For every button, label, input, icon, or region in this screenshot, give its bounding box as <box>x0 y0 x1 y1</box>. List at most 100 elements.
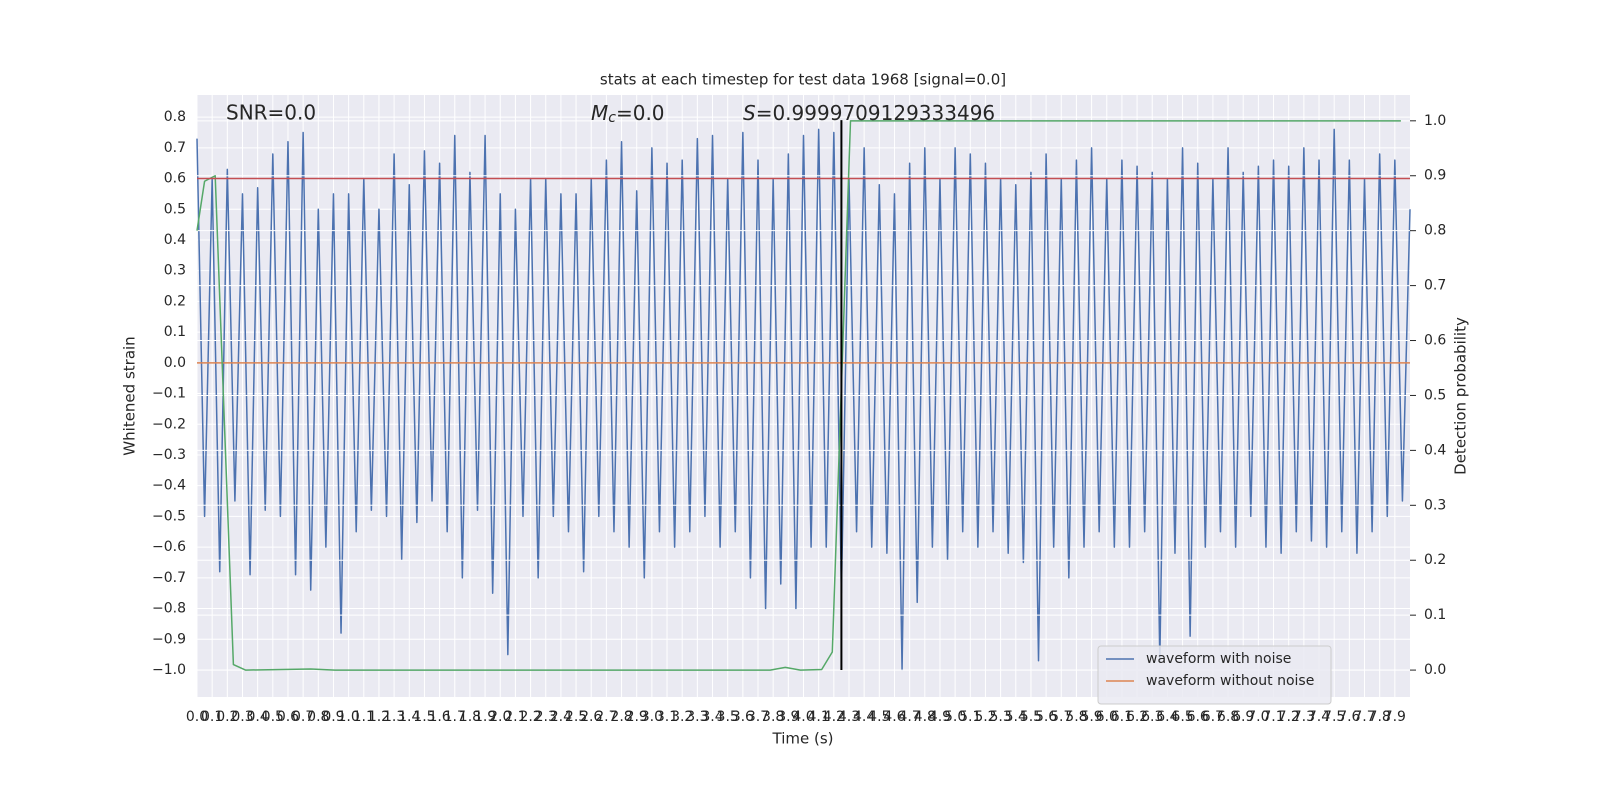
x-tick-label: 3.5 <box>717 709 739 725</box>
y-tick-label: 0.2 <box>164 293 186 309</box>
x-tick-label: 5.4 <box>1005 709 1027 725</box>
annotation-subscript: c <box>608 110 616 126</box>
y2-axis-label: Detection probability <box>1452 317 1470 475</box>
y-tick-label: −0.4 <box>152 478 186 494</box>
x-tick-label: 6.4 <box>1156 709 1178 725</box>
y-tick-label: −0.1 <box>152 386 186 402</box>
y2-tick-label: 0.2 <box>1424 552 1446 568</box>
x-tick-label: 1.7 <box>444 709 466 725</box>
y-tick-label: −0.9 <box>152 631 186 647</box>
x-tick-label: 3.1 <box>656 709 678 725</box>
x-tick-label: 5.1 <box>959 709 981 725</box>
annotation: S=0.9999709129333496 <box>743 101 995 125</box>
x-tick-label: 4.8 <box>914 709 936 725</box>
y-tick-label: −0.7 <box>152 570 186 586</box>
x-tick-label: 6.2 <box>1126 709 1148 725</box>
x-tick-label: 3.9 <box>777 709 799 725</box>
x-tick-label: 7.7 <box>1353 709 1375 725</box>
x-tick-label: 4.7 <box>899 709 921 725</box>
x-tick-label: 1.0 <box>337 709 359 725</box>
x-tick-label: 0.2 <box>216 709 238 725</box>
y-tick-label: 0.4 <box>164 232 186 248</box>
x-tick-label: 7.6 <box>1338 709 1360 725</box>
x-tick-label: 2.2 <box>519 709 541 725</box>
x-tick-label: 1.6 <box>428 709 450 725</box>
y-tick-label: 0.5 <box>164 201 186 217</box>
x-tick-label: 5.6 <box>1035 709 1057 725</box>
x-tick-label: 7.5 <box>1323 709 1345 725</box>
annotation-text: =0.0 <box>616 101 665 125</box>
x-tick-label: 2.7 <box>595 709 617 725</box>
x-tick-label: 7.3 <box>1293 709 1315 725</box>
y-tick-label: −0.8 <box>152 601 186 617</box>
y2-tick-label: 1.0 <box>1424 113 1446 129</box>
x-tick-label: 6.1 <box>1111 709 1133 725</box>
annotation-symbol: S <box>743 101 756 125</box>
x-tick-label: 1.5 <box>413 709 435 725</box>
y2-tick-label: 0.9 <box>1424 168 1446 184</box>
y2-tick-label: 0.4 <box>1424 442 1446 458</box>
x-tick-label: 0.5 <box>262 709 284 725</box>
x-tick-label: 5.9 <box>1080 709 1102 725</box>
x-tick-label: 0.9 <box>322 709 344 725</box>
y-tick-label: 0.0 <box>164 355 186 371</box>
y2-tick-label: 0.5 <box>1424 387 1446 403</box>
x-tick-label: 6.0 <box>1096 709 1118 725</box>
x-tick-label: 4.4 <box>853 709 875 725</box>
x-tick-label: 7.0 <box>1247 709 1269 725</box>
x-tick-label: 4.5 <box>868 709 890 725</box>
annotation-text: =0.9999709129333496 <box>756 101 995 125</box>
x-tick-label: 2.6 <box>580 709 602 725</box>
x-tick-label: 4.6 <box>883 709 905 725</box>
x-tick-label: 6.6 <box>1187 709 1209 725</box>
x-tick-label: 3.4 <box>701 709 723 725</box>
x-tick-label: 5.5 <box>1020 709 1042 725</box>
x-tick-label: 1.8 <box>459 709 481 725</box>
y-tick-label: −0.3 <box>152 447 186 463</box>
x-tick-label: 1.2 <box>368 709 390 725</box>
y-tick-label: −0.6 <box>152 539 186 555</box>
y2-tick-label: 0.8 <box>1424 223 1446 239</box>
y-tick-label: 0.6 <box>164 171 186 187</box>
x-tick-label: 7.9 <box>1384 709 1406 725</box>
x-tick-label: 4.9 <box>929 709 951 725</box>
y2-tick-label: 0.7 <box>1424 278 1446 294</box>
x-tick-label: 0.6 <box>277 709 299 725</box>
x-tick-label: 4.3 <box>838 709 860 725</box>
x-tick-label: 2.5 <box>565 709 587 725</box>
x-tick-label: 0.8 <box>307 709 329 725</box>
chart-title: stats at each timestep for test data 196… <box>600 71 1006 89</box>
x-tick-label: 0.3 <box>231 709 253 725</box>
x-tick-label: 2.0 <box>489 709 511 725</box>
x-tick-label: 5.0 <box>944 709 966 725</box>
x-tick-label: 3.3 <box>686 709 708 725</box>
x-tick-label: 4.1 <box>808 709 830 725</box>
y-tick-label: 0.7 <box>164 140 186 156</box>
x-tick-label: 4.0 <box>792 709 814 725</box>
series-line <box>196 120 1401 671</box>
x-tick-label: 0.7 <box>292 709 314 725</box>
x-axis-label: Time (s) <box>772 730 834 748</box>
legend-box <box>1097 645 1332 705</box>
y-axis-label: Whitened strain <box>121 336 139 455</box>
x-tick-label: 2.9 <box>626 709 648 725</box>
x-tick-label: 7.2 <box>1278 709 1300 725</box>
x-tick-label: 2.8 <box>610 709 632 725</box>
x-tick-label: 6.8 <box>1217 709 1239 725</box>
x-tick-label: 3.2 <box>671 709 693 725</box>
y2-tick-label: 0.1 <box>1424 607 1446 623</box>
annotation: Mc=0.0 <box>591 101 665 127</box>
legend-label: waveform with noise <box>1146 651 1291 667</box>
x-tick-label: 6.9 <box>1232 709 1254 725</box>
x-tick-label: 6.5 <box>1171 709 1193 725</box>
x-tick-label: 0.0 <box>186 709 208 725</box>
y2-tick-label: 0.3 <box>1424 497 1446 513</box>
x-tick-label: 5.3 <box>989 709 1011 725</box>
y-tick-label: −0.5 <box>152 508 186 524</box>
y-tick-label: 0.8 <box>164 109 186 125</box>
x-tick-label: 4.2 <box>823 709 845 725</box>
y-tick-label: 0.1 <box>164 324 186 340</box>
x-tick-label: 3.6 <box>732 709 754 725</box>
x-tick-label: 7.8 <box>1369 709 1391 725</box>
y-tick-label: 0.3 <box>164 263 186 279</box>
